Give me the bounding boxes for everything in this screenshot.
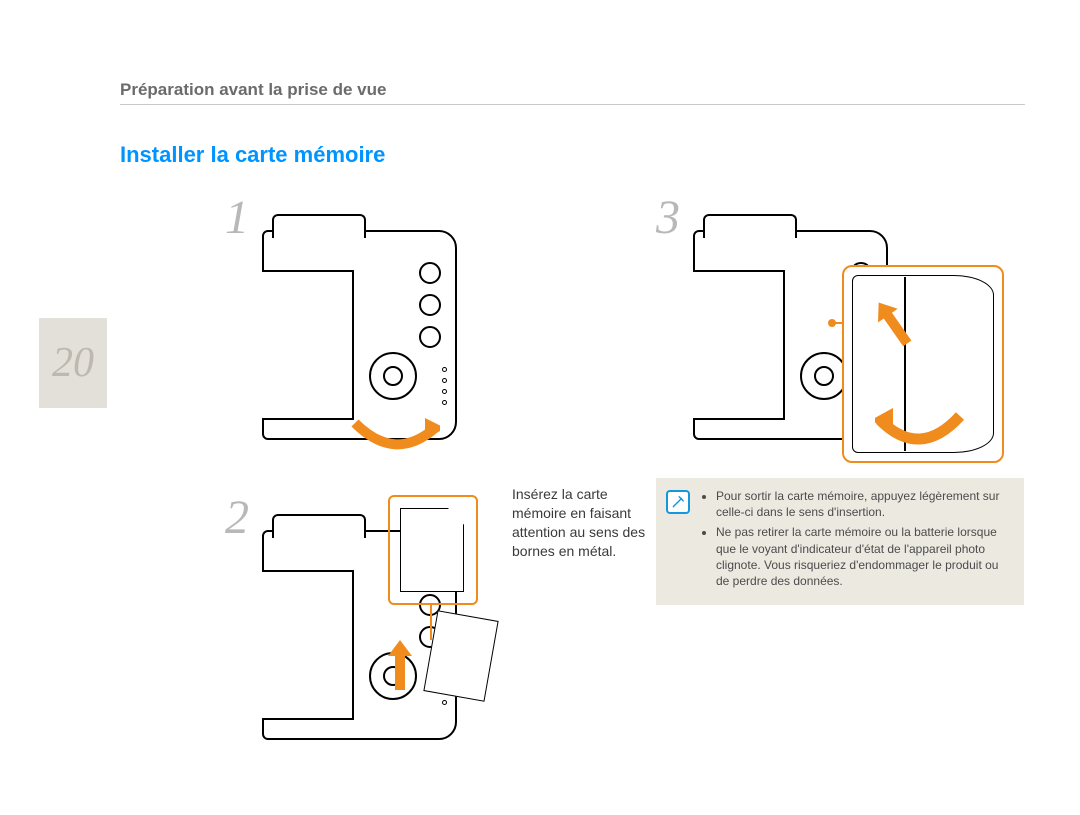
step-1-number: 1 [225, 190, 249, 245]
camera-diagram-step1 [262, 230, 457, 440]
manual-page: Préparation avant la prise de vue Instal… [0, 0, 1080, 815]
note-bullet: Pour sortir la carte mémoire, appuyez lé… [716, 488, 1014, 520]
sd-slot-icon [423, 610, 498, 702]
insert-arrow-step2 [388, 640, 412, 690]
close-door-arrow-step3 [875, 408, 965, 456]
step-2-number: 2 [225, 490, 249, 545]
section-title: Installer la carte mémoire [120, 142, 385, 168]
note-list: Pour sortir la carte mémoire, appuyez lé… [700, 488, 1014, 593]
note-box: Pour sortir la carte mémoire, appuyez lé… [656, 478, 1024, 605]
open-door-arrow-step1 [350, 418, 440, 458]
sd-card-icon [400, 508, 464, 592]
note-bullet: Ne pas retirer la carte mémoire ou la ba… [716, 524, 1014, 589]
note-icon [666, 490, 690, 514]
page-number: 20 [52, 339, 94, 387]
breadcrumb: Préparation avant la prise de vue [120, 80, 386, 106]
step-2-caption: Insérez la carte mémoire en faisant atte… [512, 485, 652, 561]
header-divider [120, 104, 1025, 105]
sd-callout-line [430, 605, 432, 640]
page-number-tab: 20 [39, 318, 107, 408]
step-3-number: 3 [656, 190, 680, 245]
